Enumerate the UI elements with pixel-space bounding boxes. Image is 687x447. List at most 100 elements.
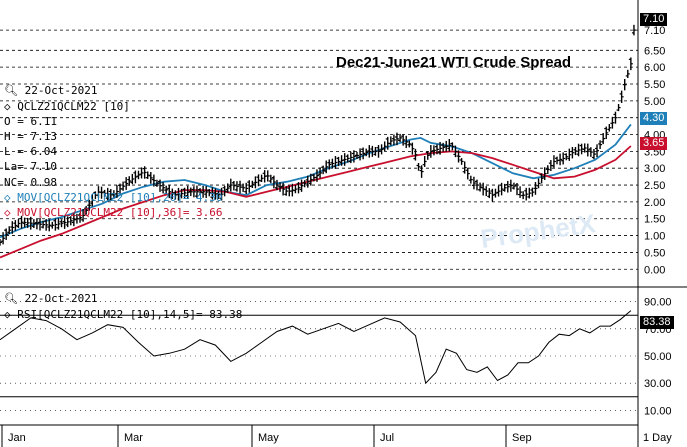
ohlc-bar [361,147,366,160]
ohlc-bar [204,186,209,198]
ohlc-bar [434,144,439,155]
rsi-tick-label: 10.00 [644,405,672,417]
rsi-legend-text: RSI[QCLZ21QCLM22 [10],14,5]= 83.38 [17,308,243,321]
ohlc-bar [527,187,532,199]
ohlc-bar [410,142,415,155]
ohlc-bar [308,173,313,186]
ohlc-bar [487,188,492,199]
ohlc-bar [327,159,332,170]
ohlc-bar [78,212,83,223]
price-tick-label: 1.50 [644,214,665,226]
ohlc-bar [610,116,615,129]
ohlc-bar [105,187,110,201]
ohlc-bar [293,184,298,194]
ohlc-bar [622,78,627,91]
ma20-legend: ◇ MOV[QCLZ21QCLM22 [10],20]= 4.30 [4,191,223,204]
rsi-diamond-icon: ◇ [4,308,11,321]
ohlc-bar [613,111,618,124]
ohlc-bar [388,136,393,146]
ohlc-bar [493,188,498,198]
ohlc-bar [567,148,572,161]
ohlc-bar [44,219,49,231]
ohlc-bar [468,175,473,184]
high-value: 7.13 [30,130,58,143]
zoom-icon: 🔍︎ [4,84,18,97]
ohlc-bar [376,144,381,158]
ohlc-bar [364,148,369,157]
ohlc-bar [216,190,221,199]
price-tick-label: 6.50 [644,45,665,57]
ohlc-bar [588,147,593,157]
price-tick-label: 5.50 [644,79,665,91]
ohlc-bar [379,144,384,155]
low-readout: L = 6.04 [4,145,57,158]
ohlc-bar [542,167,547,180]
last-value: 7.10 [30,160,58,173]
ohlc-bar [478,182,483,192]
ohlc-bar [176,187,181,201]
ohlc-bar [459,158,464,165]
ohlc-bar [56,218,61,230]
ohlc-bar [84,205,89,215]
price-tick-label: 7.10 [644,25,665,37]
ohlc-bar [628,57,633,71]
ohlc-bar [462,161,467,174]
ohlc-bar [38,217,43,231]
chart-title: Dec21-June21 WTI Crude Spread [336,54,572,71]
ohlc-bar [582,143,587,153]
rsi-tick-label: 30.00 [644,378,672,390]
ohlc-bar [158,179,163,192]
ohlc-bar [244,182,249,195]
ohlc-bar [419,165,424,178]
open-value: 6.11 [30,115,58,128]
ohlc-bar [382,141,387,152]
ohlc-bar [28,216,33,230]
ohlc-bar [351,150,356,163]
ohlc-bar [194,185,199,199]
ohlc-bar [484,186,489,197]
ma36-diamond-icon: ◇ [4,206,11,219]
ohlc-bar [616,104,621,112]
ohlc-bar [438,141,443,155]
ohlc-bar [625,69,630,78]
ma20-line [0,123,632,239]
rsi-path [0,310,632,385]
ohlc-bar [524,187,529,201]
ohlc-bar [228,178,233,192]
ohlc-bar [404,135,409,149]
ohlc-bar [151,174,156,187]
ohlc-bar [121,181,126,191]
timeframe-label[interactable]: 1 Day [643,432,672,444]
ohlc-bar [161,182,166,194]
ohlc-bar [354,151,359,159]
ohlc-bar [358,148,363,161]
ohlc-bar [576,143,581,157]
rsi-zoom-icon: 🔍︎ [4,292,18,305]
ohlc-bar [607,124,612,132]
netchange-value: 0.98 [30,176,58,189]
ohlc-bar [231,181,236,191]
ohlc-bar [185,185,190,199]
ohlc-bar [148,171,153,184]
ohlc-bar [394,132,399,146]
price-tick-label: 5.00 [644,96,665,108]
ohlc-bar [170,188,175,200]
ohlc-bar [188,187,193,197]
ohlc-bar [342,153,347,166]
ohlc-bar [65,216,70,228]
ohlc-bar [465,167,470,180]
ohlc-bar [321,165,326,175]
ohlc-bar [13,220,18,231]
ohlc-bar [631,24,636,36]
price-tick-label: 0.00 [644,264,665,276]
last-price-badge: 7.10 [640,13,668,26]
ohlc-bar [271,175,276,189]
ohlc-bar [564,153,569,161]
ohlc-bar [47,219,52,232]
rsi-gridlines [0,301,638,411]
ohlc-bar [87,199,92,211]
ohlc-bar [595,144,600,158]
ohlc-bar [68,216,73,226]
ohlc-bar [90,193,95,207]
